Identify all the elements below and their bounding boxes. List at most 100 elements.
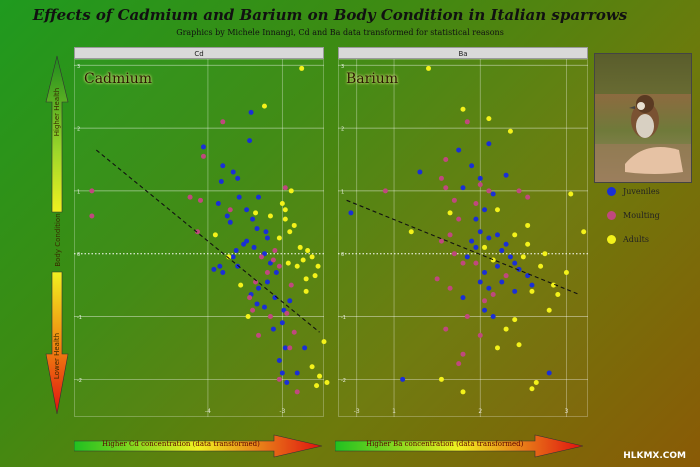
x-tick-label-cd: -3 xyxy=(279,408,285,415)
y-tick-label-ba: -2 xyxy=(341,378,346,384)
point-moulting-cd xyxy=(187,194,193,200)
y-tick-label-cd: -2 xyxy=(77,378,82,384)
point-juveniles-cd xyxy=(264,279,270,285)
point-juveniles-ba xyxy=(482,307,488,313)
point-adults-cd xyxy=(287,229,293,235)
point-adults-ba xyxy=(542,251,548,257)
point-moulting-ba xyxy=(482,298,488,304)
point-juveniles-ba xyxy=(494,232,500,238)
legend-dot-moulting xyxy=(607,211,616,220)
point-juveniles-ba xyxy=(482,270,488,276)
legend: Juveniles Moulting Adults xyxy=(607,185,660,257)
point-juveniles-cd xyxy=(251,244,257,250)
point-juveniles-ba xyxy=(516,266,522,272)
y-tick-label-cd: 2 xyxy=(77,127,80,133)
point-moulting-ba xyxy=(464,314,470,320)
point-juveniles-ba xyxy=(490,314,496,320)
point-adults-cd xyxy=(314,383,320,389)
y-tick-label-ba: -1 xyxy=(341,315,346,321)
point-juveniles-ba xyxy=(503,172,509,178)
point-juveniles-cd xyxy=(227,219,233,225)
y-axis-title: Body Condition xyxy=(54,213,62,267)
point-moulting-ba xyxy=(438,175,444,181)
point-moulting-ba xyxy=(443,326,449,332)
point-juveniles-ba xyxy=(460,295,466,301)
point-adults-ba xyxy=(512,232,518,238)
point-adults-ba xyxy=(520,254,526,260)
point-juveniles-cd xyxy=(235,263,241,269)
point-moulting-cd xyxy=(284,310,290,316)
y-label-top: Higher Health xyxy=(53,87,61,137)
point-moulting-cd xyxy=(220,119,226,125)
point-juveniles-cd xyxy=(276,357,282,363)
point-juveniles-cd xyxy=(264,235,270,241)
point-juveniles-ba xyxy=(348,210,354,216)
point-moulting-cd xyxy=(291,329,297,335)
point-moulting-cd xyxy=(272,248,278,254)
point-adults-cd xyxy=(288,188,294,194)
point-moulting-ba xyxy=(503,273,509,279)
point-juveniles-cd xyxy=(282,345,288,351)
point-adults-ba xyxy=(529,386,535,392)
point-adults-ba xyxy=(538,263,544,269)
point-adults-cd xyxy=(212,232,218,238)
point-moulting-cd xyxy=(267,314,273,320)
x-tick-label-ba: 3 xyxy=(565,408,569,415)
point-juveniles-cd xyxy=(211,266,217,272)
point-adults-ba xyxy=(438,376,444,382)
point-moulting-ba xyxy=(456,361,462,367)
point-juveniles-cd xyxy=(279,370,285,376)
health-arrows-icon xyxy=(45,55,69,415)
x-tick-label-ba: 2 xyxy=(478,408,482,415)
legend-label-moulting: Moulting xyxy=(623,211,660,220)
point-adults-ba xyxy=(525,241,531,247)
panel-label-barium: Barium xyxy=(346,71,399,87)
point-juveniles-ba xyxy=(400,376,406,382)
legend-item-adults: Adults xyxy=(607,233,660,257)
point-adults-cd xyxy=(294,263,300,269)
point-adults-ba xyxy=(512,317,518,323)
point-juveniles-cd xyxy=(261,251,267,257)
point-juveniles-ba xyxy=(512,288,518,294)
point-juveniles-ba xyxy=(486,235,492,241)
point-juveniles-ba xyxy=(486,285,492,291)
point-adults-ba xyxy=(408,229,414,235)
point-juveniles-ba xyxy=(473,216,479,222)
point-adults-cd xyxy=(291,222,297,228)
point-adults-ba xyxy=(563,270,569,276)
point-moulting-cd xyxy=(264,270,270,276)
point-moulting-ba xyxy=(464,119,470,125)
point-adults-ba xyxy=(494,345,500,351)
point-juveniles-cd xyxy=(256,285,262,291)
point-adults-cd xyxy=(312,273,318,279)
point-juveniles-cd xyxy=(244,207,250,213)
point-adults-ba xyxy=(460,106,466,112)
point-juveniles-cd xyxy=(218,178,224,184)
point-juveniles-ba xyxy=(482,207,488,213)
point-adults-ba xyxy=(503,326,509,332)
point-juveniles-cd xyxy=(270,326,276,332)
point-juveniles-ba xyxy=(499,279,505,285)
point-juveniles-cd xyxy=(250,216,256,222)
point-moulting-cd xyxy=(282,185,288,191)
point-juveniles-cd xyxy=(233,248,239,254)
point-adults-ba xyxy=(494,207,500,213)
point-adults-ba xyxy=(555,292,561,298)
point-moulting-cd xyxy=(287,345,293,351)
point-moulting-ba xyxy=(460,351,466,357)
point-juveniles-cd xyxy=(230,169,236,175)
point-adults-cd xyxy=(267,213,273,219)
point-moulting-ba xyxy=(434,276,440,282)
point-juveniles-ba xyxy=(512,260,518,266)
point-adults-cd xyxy=(282,207,288,213)
point-juveniles-ba xyxy=(494,263,500,269)
legend-dot-juveniles xyxy=(607,187,616,196)
point-juveniles-cd xyxy=(220,163,226,169)
panel-cd xyxy=(74,59,324,417)
point-juveniles-ba xyxy=(477,229,483,235)
point-moulting-cd xyxy=(276,376,282,382)
point-adults-ba xyxy=(507,128,513,134)
point-moulting-ba xyxy=(443,185,449,191)
trend-line-cd xyxy=(95,149,320,333)
point-moulting-ba xyxy=(451,197,457,203)
